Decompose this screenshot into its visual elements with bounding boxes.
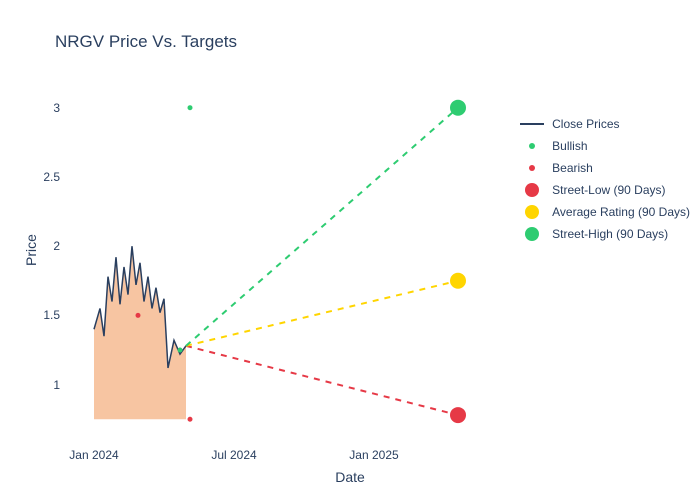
legend-label: Street-High (90 Days) [552, 227, 668, 241]
projection-high [186, 108, 458, 346]
legend-item[interactable]: Bullish [520, 137, 690, 155]
legend-label: Street-Low (90 Days) [552, 183, 665, 197]
y-tick-label: 3 [30, 101, 60, 115]
y-tick-label: 2.5 [30, 170, 60, 184]
legend-item[interactable]: Bearish [520, 159, 690, 177]
chart-title: NRGV Price Vs. Targets [55, 32, 237, 52]
legend-swatch [529, 165, 535, 171]
legend-label: Bullish [552, 139, 587, 153]
y-tick-label: 1.5 [30, 308, 60, 322]
legend-item[interactable]: Street-High (90 Days) [520, 225, 690, 243]
y-tick-label: 2 [30, 239, 60, 253]
plot-svg [70, 80, 470, 440]
rating-dot-bearish [136, 313, 141, 318]
x-tick-label: Jan 2024 [69, 448, 118, 462]
legend-label: Average Rating (90 Days) [552, 205, 690, 219]
plot-area: Jan 2024Jul 2024Jan 2025 11.522.53 [70, 80, 470, 440]
legend-swatch [520, 123, 544, 125]
legend-swatch [529, 143, 535, 149]
x-tick-label: Jan 2025 [349, 448, 398, 462]
projection-avg [186, 281, 458, 346]
target-dot-high [450, 100, 466, 116]
target-dot-avg [450, 273, 466, 289]
rating-dot-bearish [188, 417, 193, 422]
legend-label: Bearish [552, 161, 593, 175]
target-dot-low [450, 407, 466, 423]
close-price-area [94, 246, 186, 419]
price-target-chart: NRGV Price Vs. Targets Date Price Jan 20… [0, 0, 700, 500]
x-tick-label: Jul 2024 [211, 448, 256, 462]
legend-item[interactable]: Street-Low (90 Days) [520, 181, 690, 199]
rating-dot-bullish [178, 348, 183, 353]
legend: Close Prices Bullish Bearish Street-Low (90… [520, 115, 690, 247]
legend-swatch [525, 205, 539, 219]
y-tick-label: 1 [30, 378, 60, 392]
legend-swatch [525, 227, 539, 241]
legend-item[interactable]: Average Rating (90 Days) [520, 203, 690, 221]
rating-dot-bullish [188, 105, 193, 110]
projection-low [186, 346, 458, 415]
x-axis-label: Date [335, 469, 365, 485]
legend-swatch [525, 183, 539, 197]
legend-item[interactable]: Close Prices [520, 115, 690, 133]
legend-label: Close Prices [552, 117, 619, 131]
